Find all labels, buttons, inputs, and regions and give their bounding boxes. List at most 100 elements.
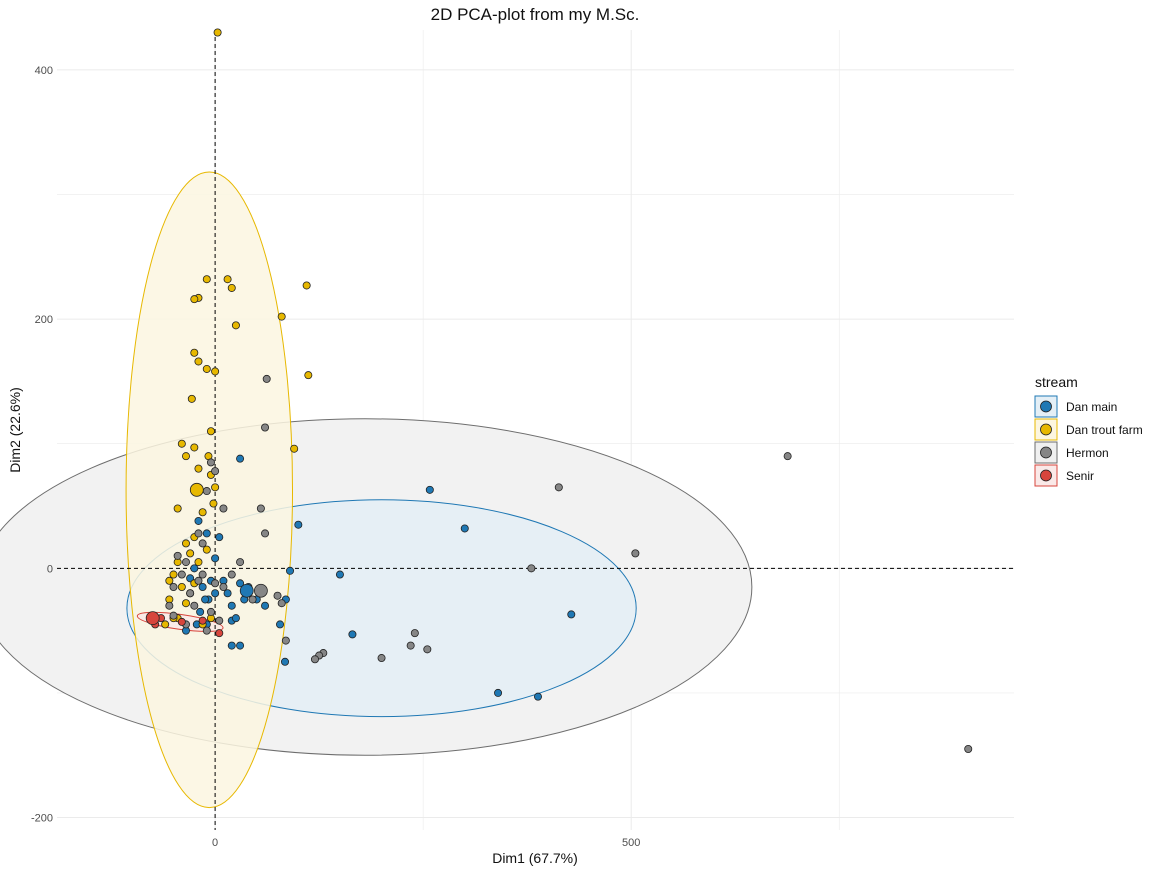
point-hermon: [165, 601, 174, 610]
y-tick-label: 200: [35, 314, 53, 326]
point-hermon: [219, 583, 228, 592]
point-dan-trout-farm: [173, 504, 182, 513]
point-dan-trout-farm: [211, 367, 220, 376]
x-tick-label: 0: [212, 837, 218, 849]
centroids: [145, 482, 268, 626]
point-dan-trout-farm: [169, 570, 178, 579]
point-dan-trout-farm: [190, 348, 199, 357]
point-dan-trout-farm: [165, 576, 174, 585]
point-dan-main: [567, 610, 576, 619]
point-hermon: [256, 504, 265, 513]
y-tick-label: -200: [31, 813, 53, 825]
legend-marker-senir: [1040, 469, 1052, 482]
point-hermon: [206, 458, 215, 467]
point-hermon: [173, 551, 182, 560]
point-hermon: [194, 576, 203, 585]
point-dan-trout-farm: [209, 499, 218, 508]
legend-marker-dan-main: [1040, 400, 1052, 413]
centroid-dan-trout-farm: [189, 482, 204, 497]
point-hermon: [377, 654, 386, 663]
point-hermon: [527, 564, 536, 573]
point-hermon: [211, 467, 220, 476]
x-tick-labels: 0 500: [212, 837, 640, 849]
point-dan-main: [286, 566, 295, 575]
point-dan-main: [460, 524, 469, 533]
point-dan-trout-farm: [198, 508, 207, 517]
point-senir: [177, 617, 186, 626]
point-hermon: [215, 616, 224, 625]
point-hermon: [310, 655, 319, 664]
point-dan-main: [425, 485, 434, 494]
point-dan-main: [223, 589, 232, 598]
point-dan-trout-farm: [181, 452, 190, 461]
legend: stream Dan main Dan trout farm Hermon Senir: [1034, 374, 1143, 487]
legend-item-dan-main: Dan main: [1034, 395, 1117, 418]
point-dan-main: [236, 454, 245, 463]
legend-label-senir: Senir: [1066, 469, 1094, 483]
point-hermon: [631, 549, 640, 558]
point-dan-main: [211, 554, 220, 563]
point-dan-main: [215, 533, 224, 542]
point-hermon: [261, 529, 270, 538]
reference-lines: [57, 30, 1014, 830]
legend-label-hermon: Hermon: [1066, 446, 1109, 460]
point-hermon: [406, 641, 415, 650]
point-dan-main: [190, 564, 199, 573]
point-hermon: [206, 607, 215, 616]
y-tick-labels: -200 0 200 400: [31, 65, 53, 825]
point-hermon: [177, 570, 186, 579]
y-tick-label: 400: [35, 65, 53, 77]
point-dan-trout-farm: [190, 295, 199, 304]
point-dan-trout-farm: [202, 364, 211, 373]
point-dan-trout-farm: [290, 444, 299, 453]
point-dan-trout-farm: [186, 549, 195, 558]
point-hermon: [169, 611, 178, 620]
point-hermon: [219, 504, 228, 513]
legend-item-dan-trout-farm: Dan trout farm: [1034, 418, 1143, 441]
centroid-hermon: [253, 583, 268, 598]
point-dan-trout-farm: [277, 312, 286, 321]
point-dan-trout-farm: [194, 558, 203, 567]
x-tick-label: 500: [622, 837, 640, 849]
point-dan-main: [335, 570, 344, 579]
legend-item-senir: Senir: [1034, 464, 1094, 487]
point-dan-main: [194, 516, 203, 525]
legend-marker-dan-trout-farm: [1040, 423, 1052, 436]
point-dan-trout-farm: [302, 281, 311, 290]
legend-title: stream: [1035, 374, 1078, 390]
point-hermon: [202, 626, 211, 635]
point-hermon: [194, 529, 203, 538]
point-hermon: [202, 487, 211, 496]
point-dan-main: [281, 657, 290, 666]
point-dan-trout-farm: [181, 539, 190, 548]
point-hermon: [554, 483, 563, 492]
point-hermon: [227, 570, 236, 579]
point-dan-main: [201, 595, 210, 604]
x-axis-label: Dim1 (67.7%): [492, 850, 578, 866]
point-dan-trout-farm: [161, 620, 170, 629]
point-hermon: [273, 591, 282, 600]
y-axis-label: Dim2 (22.6%): [7, 387, 23, 473]
point-dan-trout-farm: [177, 583, 186, 592]
point-hermon: [261, 423, 270, 432]
point-hermon: [190, 601, 199, 610]
legend-label-dan-main: Dan main: [1066, 400, 1117, 414]
point-dan-trout-farm: [202, 275, 211, 284]
legend-marker-hermon: [1040, 446, 1052, 459]
point-dan-main: [211, 589, 220, 598]
legend-item-hermon: Hermon: [1034, 441, 1109, 464]
point-hermon: [198, 570, 207, 579]
point-dan-trout-farm: [190, 443, 199, 452]
point-hermon: [211, 579, 220, 588]
point-hermon: [964, 745, 973, 754]
point-hermon: [248, 595, 257, 604]
point-dan-trout-farm: [206, 427, 215, 436]
point-dan-main: [494, 688, 503, 697]
point-dan-trout-farm: [194, 357, 203, 366]
point-hermon: [236, 558, 245, 567]
point-dan-main: [348, 630, 357, 639]
point-hermon: [783, 452, 792, 461]
point-dan-main: [231, 614, 240, 623]
point-dan-main: [196, 607, 205, 616]
